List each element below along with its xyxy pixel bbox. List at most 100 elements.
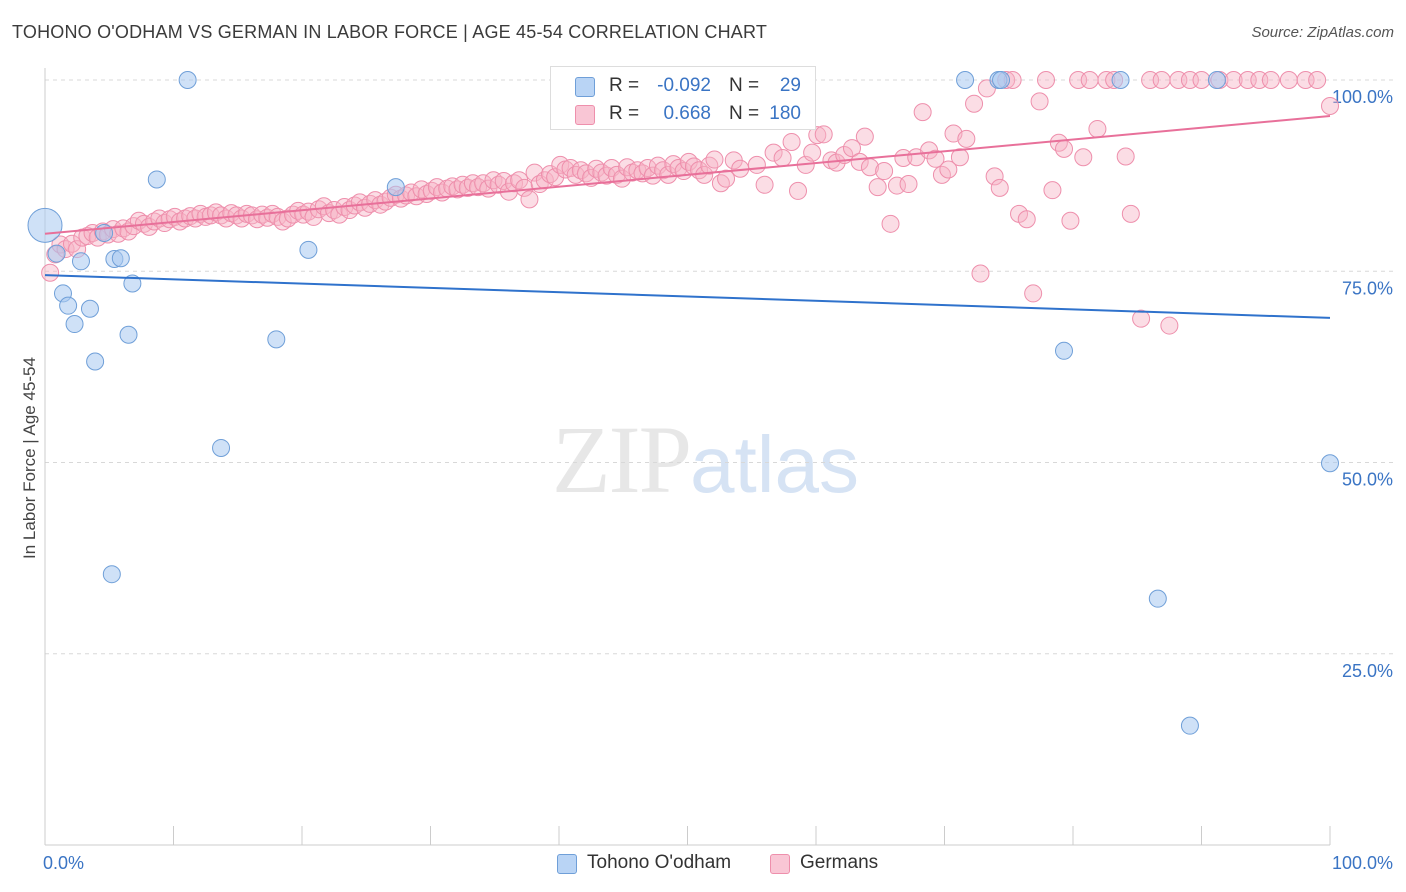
r-value-tohono: -0.092 (657, 75, 711, 96)
tohono-point (59, 296, 78, 315)
germans-point (582, 168, 601, 187)
tohono-point (299, 240, 318, 259)
n-value-tohono: 29 (779, 75, 801, 96)
germans-point (990, 178, 1009, 197)
tohono-point (123, 274, 142, 293)
germans-point (700, 156, 719, 175)
tohono-point (992, 71, 1011, 89)
germans-point (1152, 71, 1171, 89)
tohono-point (71, 252, 90, 271)
r-label: R = (609, 103, 640, 124)
n-value-germans: 180 (769, 103, 801, 124)
germans-point (273, 212, 292, 231)
germans-point (1017, 210, 1036, 229)
germans-point (1121, 204, 1140, 223)
r-label: R = (609, 75, 640, 96)
germans-point (939, 160, 958, 179)
tohono-legend-swatch (557, 854, 577, 874)
germans-point (868, 178, 887, 197)
germans-point (1261, 71, 1280, 89)
germans-point (717, 169, 736, 188)
tohono-point (1055, 341, 1074, 360)
y-tick-label: 25.0% (1342, 661, 1393, 681)
tohono-point (956, 71, 975, 89)
germans-point (950, 148, 969, 167)
y-tick-label: 100.0% (1332, 87, 1393, 107)
germans-point (887, 176, 906, 195)
germans-point (881, 214, 900, 233)
tohono-point (27, 207, 63, 243)
germans-point (618, 158, 637, 177)
germans-point (1279, 71, 1298, 89)
germans-point (855, 127, 874, 146)
germans-point (747, 155, 766, 174)
germans-point (520, 190, 539, 209)
germans-point (525, 163, 544, 182)
germans-point (773, 149, 792, 168)
stats-row-tohono: R = -0.092 N = 29 (551, 73, 815, 101)
germans-point (782, 132, 801, 151)
germans-point (899, 175, 918, 194)
germans-point (62, 234, 81, 253)
tohono-point (1111, 71, 1130, 89)
germans-trend-line (44, 114, 1331, 235)
germans-point (1321, 97, 1339, 116)
tohono-point (267, 330, 286, 349)
germans-point (41, 263, 60, 282)
y-tick-label: 50.0% (1342, 470, 1393, 490)
tohono-trend-line (44, 274, 1331, 319)
germans-point (789, 181, 808, 200)
germans-point (1061, 211, 1080, 230)
germans-point (764, 143, 783, 162)
germans-point (1024, 284, 1043, 303)
germans-point (571, 161, 590, 180)
tohono-point (111, 249, 130, 268)
germans-point (755, 175, 774, 194)
stats-row-germans: R = 0.668 N = 180 (551, 101, 815, 129)
germans-point (643, 166, 662, 185)
germans-point (965, 94, 984, 113)
stats-legend: R = -0.092 N = 29 R = 0.668 N = 180 (550, 66, 816, 130)
germans-point (926, 149, 945, 168)
germans-point (206, 203, 225, 222)
germans-point (850, 152, 869, 171)
germans-point (515, 178, 534, 197)
source-credit: Source: ZipAtlas.com (1251, 24, 1394, 41)
germans-point (913, 103, 932, 122)
tohono-point (86, 352, 105, 371)
tohono-point (1180, 716, 1199, 735)
germans-legend-swatch (770, 854, 790, 874)
legend-label-tohono: Tohono O'odham (587, 852, 732, 873)
germans-point (985, 167, 1004, 186)
germans-point (474, 174, 493, 193)
germans-point (612, 169, 631, 188)
watermark: ZIPatlas (552, 404, 859, 515)
n-label: N = (729, 103, 760, 124)
tohono-point (80, 299, 99, 318)
r-value-germans: 0.668 (663, 103, 711, 124)
tohono-point (102, 565, 121, 584)
germans-point (1132, 309, 1151, 328)
legend-label-germans: Germans (800, 852, 879, 873)
x-tick-label-max: 100.0% (1332, 853, 1393, 873)
germans-point (842, 139, 861, 158)
germans-point (957, 129, 976, 148)
tohono-point (178, 71, 197, 89)
watermark-atlas: atlas (690, 420, 859, 509)
germans-point (505, 174, 524, 193)
tohono-point (47, 244, 66, 263)
germans-point (592, 163, 611, 182)
tohono-point (1148, 589, 1167, 608)
tohono-point (119, 325, 138, 344)
tohono-swatch (575, 77, 595, 97)
germans-point (705, 150, 724, 169)
germans-point (1049, 133, 1068, 152)
chart-title: TOHONO O'ODHAM VS GERMAN IN LABOR FORCE … (12, 22, 768, 42)
germans-point (971, 264, 990, 283)
germans-point (1080, 71, 1099, 89)
germans-swatch (575, 105, 595, 125)
germans-point (1074, 148, 1093, 167)
n-label: N = (729, 75, 760, 96)
germans-point (803, 143, 822, 162)
